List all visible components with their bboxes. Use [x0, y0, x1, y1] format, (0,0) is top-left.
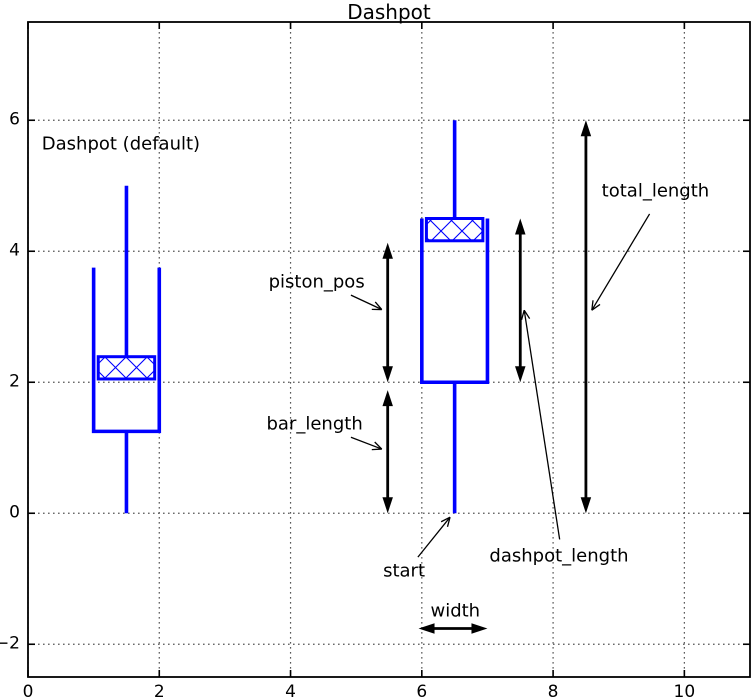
piston-default-hatched — [96, 355, 157, 381]
shapes-layer — [91, 120, 490, 514]
leader-line-piston_pos — [350, 294, 383, 311]
dim-arrowhead-piston_pos — [382, 242, 393, 259]
leader-arrowhead-total_length — [591, 300, 594, 311]
leader-arrowhead-dashpot_length — [520, 310, 525, 321]
dim-arrowhead-bar_length — [382, 390, 393, 407]
label-dashpot-length: dashpot_length — [489, 545, 629, 567]
x-tick-label: 4 — [285, 682, 296, 697]
leader-arrowhead-bar_length — [374, 441, 383, 450]
y-tick-label: 2 — [9, 371, 20, 392]
dim-arrowhead-piston_pos — [382, 366, 393, 383]
label-width: width — [430, 600, 481, 622]
y-tick-label: 4 — [9, 240, 20, 261]
leader-arrowhead-dashpot_length — [523, 309, 531, 319]
dim-arrowhead-total_length — [580, 120, 592, 137]
label-bar-length: bar_length — [266, 414, 363, 436]
leader-line-dashpot_length — [523, 310, 561, 540]
x-tick-label: 6 — [416, 682, 428, 697]
y-tick-label: 0 — [9, 502, 20, 523]
leader-arrowhead-bar_length — [371, 448, 382, 451]
dim-arrowhead-total_length — [580, 497, 592, 514]
label-start: start — [383, 560, 426, 582]
arrows-layer — [350, 120, 651, 634]
x-tick-label: 10 — [673, 682, 696, 697]
dim-arrowhead-dashpot_length — [515, 366, 526, 383]
dashpot-default-line — [91, 267, 162, 434]
dim-arrowhead-dashpot_length — [515, 218, 526, 235]
leader-arrowhead-start — [440, 516, 451, 523]
dim-arrowhead-width — [418, 623, 435, 634]
dashpot-annotated-line — [420, 218, 490, 385]
leader-arrowhead-piston_pos — [374, 301, 383, 310]
dim-arrowhead-width — [471, 623, 488, 634]
y-tick-label: −2 — [0, 633, 20, 654]
x-tick-label: 2 — [153, 682, 165, 697]
x-tick-label: 0 — [22, 682, 34, 697]
chart-title: Dashpot — [347, 0, 431, 24]
label-dashpot-default: Dashpot (default) — [41, 133, 201, 155]
dim-arrowhead-bar_length — [382, 497, 393, 514]
leader-line-start — [417, 516, 451, 558]
x-tick-label: 8 — [547, 682, 559, 697]
piston-annotated-hatched — [424, 217, 485, 243]
leader-arrowhead-start — [446, 517, 451, 528]
leader-arrowhead-total_length — [591, 303, 601, 311]
leader-line-bar_length — [350, 436, 383, 450]
label-total-length: total_length — [601, 180, 710, 202]
leader-line-total_length — [591, 213, 651, 311]
axes-frame — [27, 21, 751, 678]
label-piston-pos: piston_pos — [268, 272, 365, 293]
axes-layer — [27, 21, 751, 678]
y-tick-label: 6 — [9, 109, 20, 130]
